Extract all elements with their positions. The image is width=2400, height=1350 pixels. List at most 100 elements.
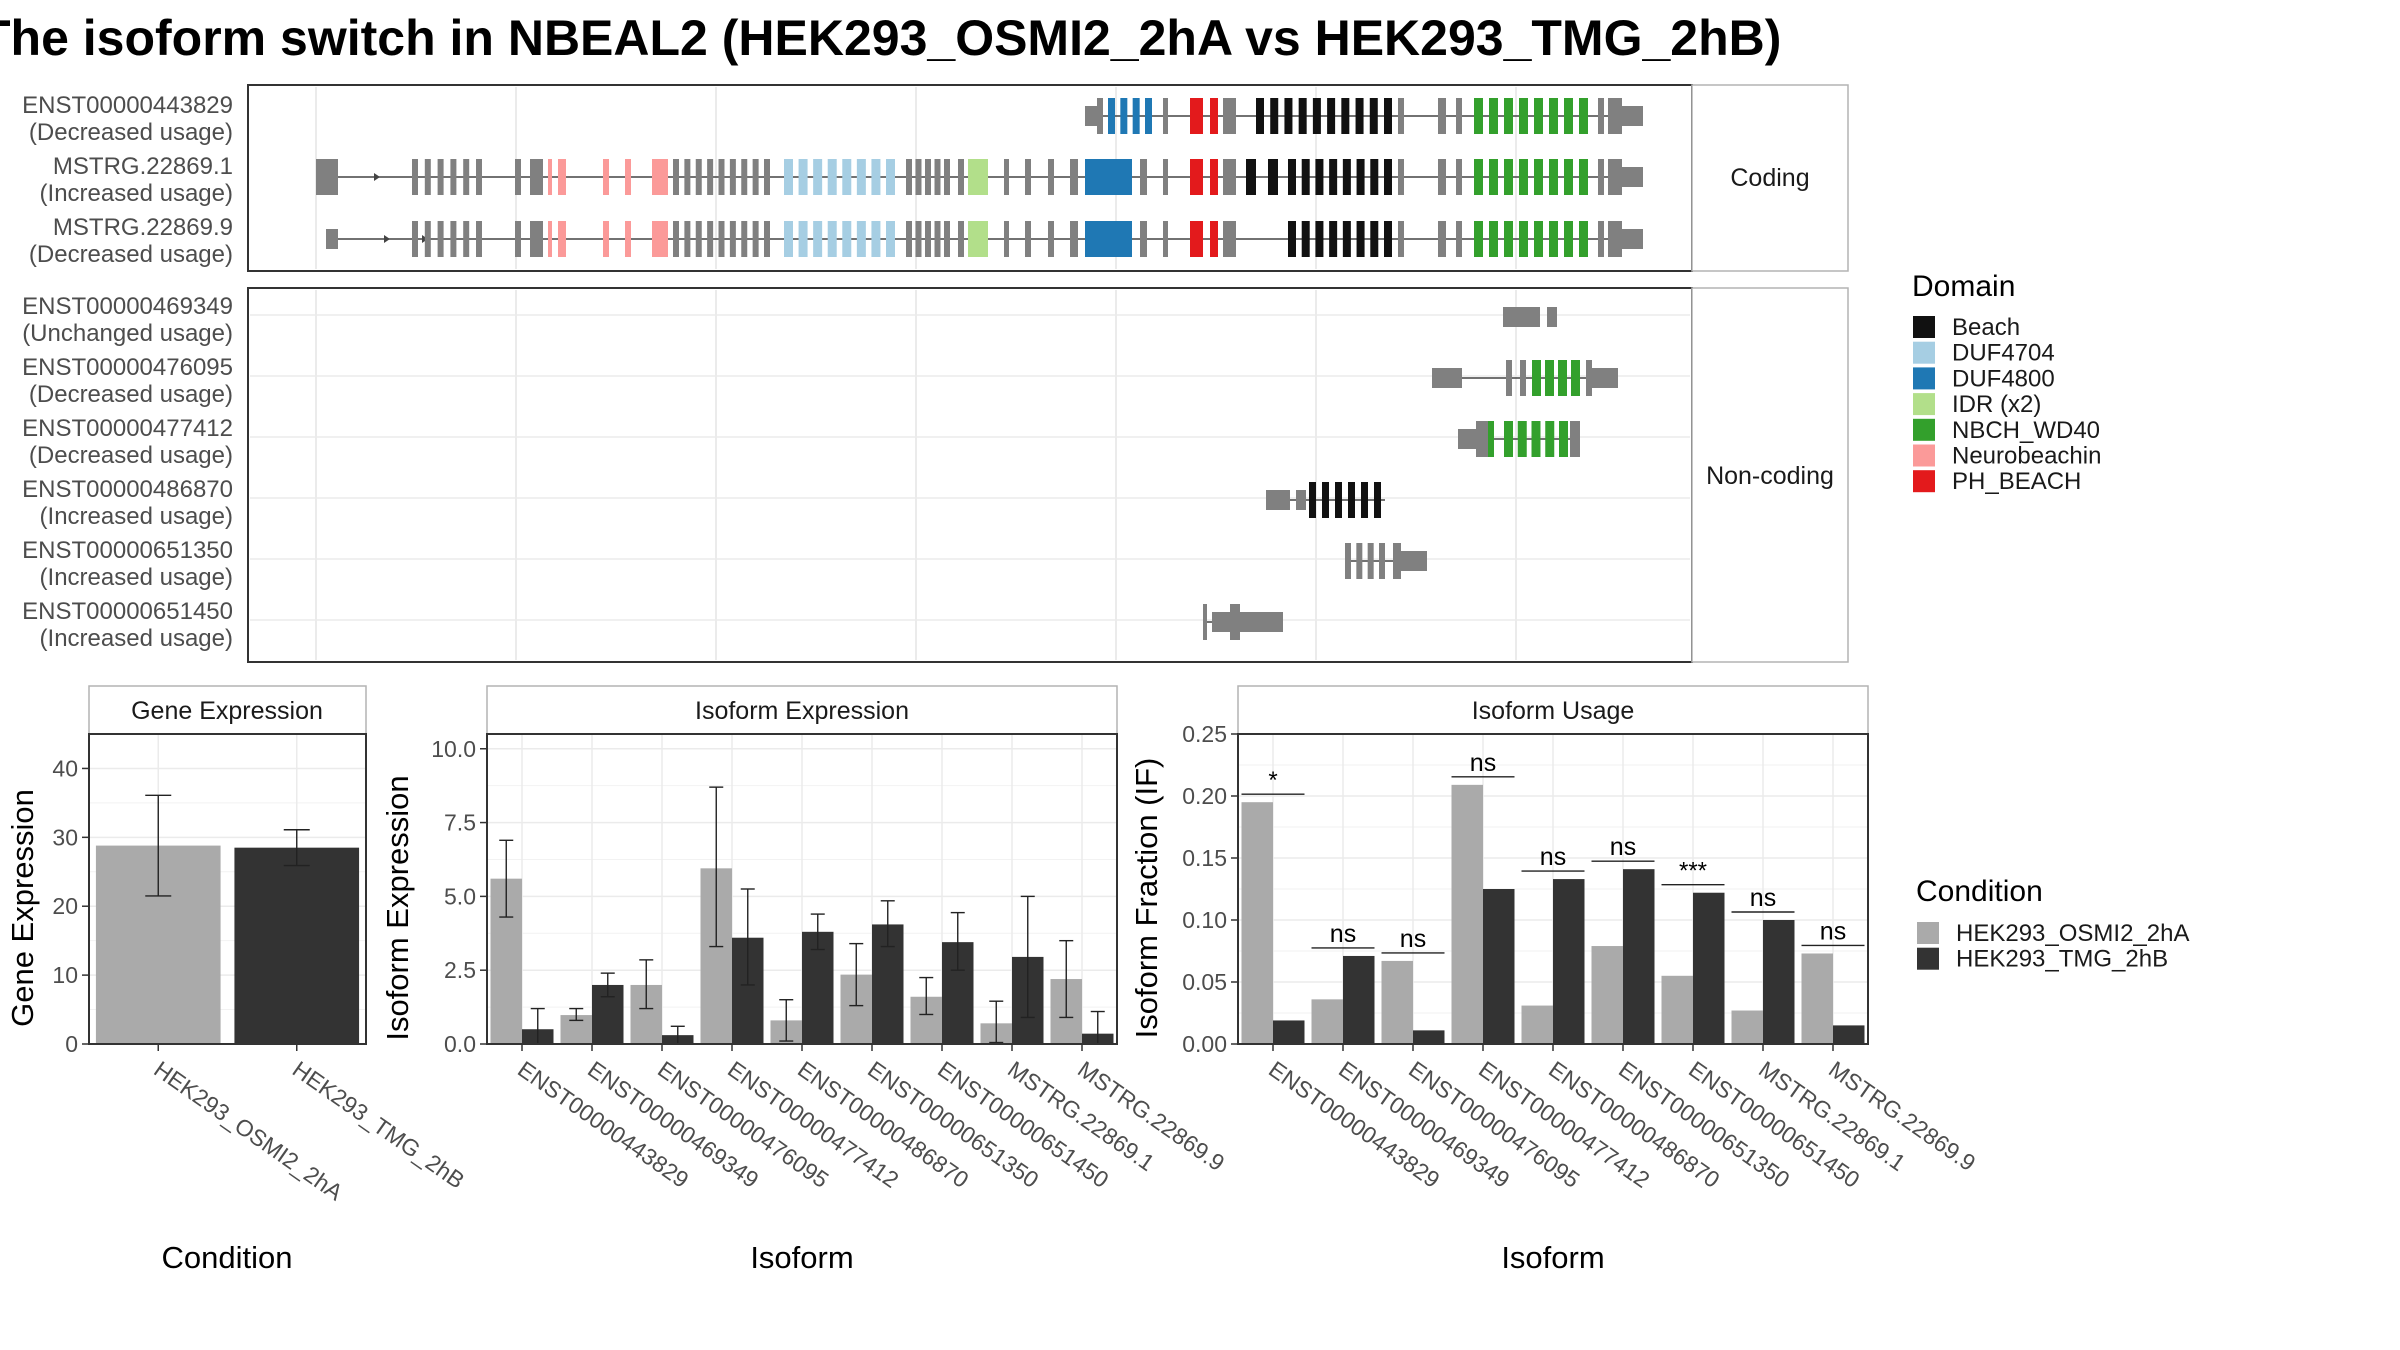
bar (1311, 999, 1343, 1044)
exon (1520, 360, 1526, 396)
transcript-id-label: ENST00000651350 (22, 537, 233, 564)
exon (764, 221, 770, 257)
exon (958, 221, 964, 257)
significance-label: ns (1820, 917, 1846, 945)
exon (1579, 221, 1588, 257)
exon (1579, 98, 1588, 134)
exon (1315, 221, 1324, 257)
isoform-usage-panel: Isoform Usage Isoform Isoform Fraction (… (1129, 685, 1980, 1275)
exon (1432, 368, 1462, 388)
exon (1504, 221, 1513, 257)
exon (424, 159, 431, 195)
exon (1458, 429, 1476, 449)
transcript-tracks (316, 98, 1643, 640)
exon (1223, 221, 1236, 257)
exon (1163, 221, 1168, 257)
condition-legend-label: HEK293_OSMI2_2hA (1956, 920, 2189, 947)
exon (412, 159, 418, 195)
exon (764, 159, 770, 195)
exon (476, 159, 482, 195)
bar (1521, 1005, 1553, 1044)
exon (1393, 543, 1401, 579)
exon (1322, 482, 1329, 518)
exon (1489, 221, 1498, 257)
x-axis-label: Isoform (750, 1240, 853, 1275)
exon (1570, 421, 1580, 457)
condition-legend-title: Condition (1916, 875, 2043, 908)
bar (1833, 1025, 1865, 1044)
exon (1438, 159, 1446, 195)
significance-label: ns (1330, 920, 1356, 948)
exon (1474, 98, 1483, 134)
bar (1343, 955, 1375, 1044)
isoform-expression-panel: Isoform Expression Isoform Isoform Expre… (380, 685, 1229, 1275)
domain-legend-swatch (1913, 341, 1935, 364)
exon (652, 159, 668, 195)
exon (1108, 98, 1115, 134)
exon (871, 221, 881, 257)
bar (1413, 1030, 1445, 1044)
exon (1398, 159, 1404, 195)
exon (1348, 482, 1355, 518)
exon (1398, 98, 1404, 134)
exon (1120, 98, 1128, 134)
exon (1210, 98, 1218, 134)
transcript-id-label: MSTRG.22869.9 (53, 214, 233, 241)
exon (1598, 159, 1604, 195)
exon (1384, 221, 1392, 257)
y-tick-label: 0.0 (444, 1031, 476, 1057)
exon (968, 221, 988, 257)
exon (915, 221, 922, 257)
bar (1451, 784, 1483, 1044)
exon (1240, 612, 1283, 632)
exon (1298, 98, 1307, 134)
exon (842, 159, 852, 195)
exon (798, 159, 808, 195)
panel-title: Gene Expression (131, 697, 323, 725)
exon (1534, 159, 1543, 195)
exon (718, 221, 725, 257)
exon (729, 159, 736, 195)
exon (424, 221, 431, 257)
exon (886, 221, 895, 257)
exon (1506, 360, 1512, 396)
exon (1532, 360, 1541, 396)
exon (1140, 221, 1147, 257)
exon (813, 221, 823, 257)
bar (1591, 946, 1623, 1044)
exon (1622, 106, 1643, 126)
exon (1549, 98, 1558, 134)
exon (1456, 98, 1462, 134)
exon (1356, 221, 1365, 257)
exon (673, 159, 679, 195)
exon (1438, 98, 1446, 134)
exon (684, 221, 691, 257)
exon (1519, 221, 1528, 257)
facet-strip-noncoding (1691, 287, 1849, 663)
exon (741, 159, 748, 195)
transcript-usage-label: (Increased usage) (40, 625, 233, 652)
exon (476, 221, 482, 257)
exon (1288, 221, 1296, 257)
exon (695, 159, 702, 195)
bar (1763, 920, 1795, 1044)
exon (752, 159, 759, 195)
exon (934, 221, 941, 257)
exon (450, 221, 457, 257)
y-tick-label: 5.0 (444, 883, 476, 909)
exon (1456, 221, 1462, 257)
exon (1070, 221, 1078, 257)
bar (1623, 869, 1655, 1044)
exon (1519, 98, 1528, 134)
exon (1384, 98, 1392, 134)
exon (1367, 543, 1374, 579)
exon (1608, 159, 1622, 195)
exon (1315, 159, 1324, 195)
exon (1488, 421, 1494, 457)
exon (1190, 98, 1203, 134)
exon (1549, 159, 1558, 195)
significance-label: ns (1610, 833, 1636, 861)
exon (1549, 221, 1558, 257)
